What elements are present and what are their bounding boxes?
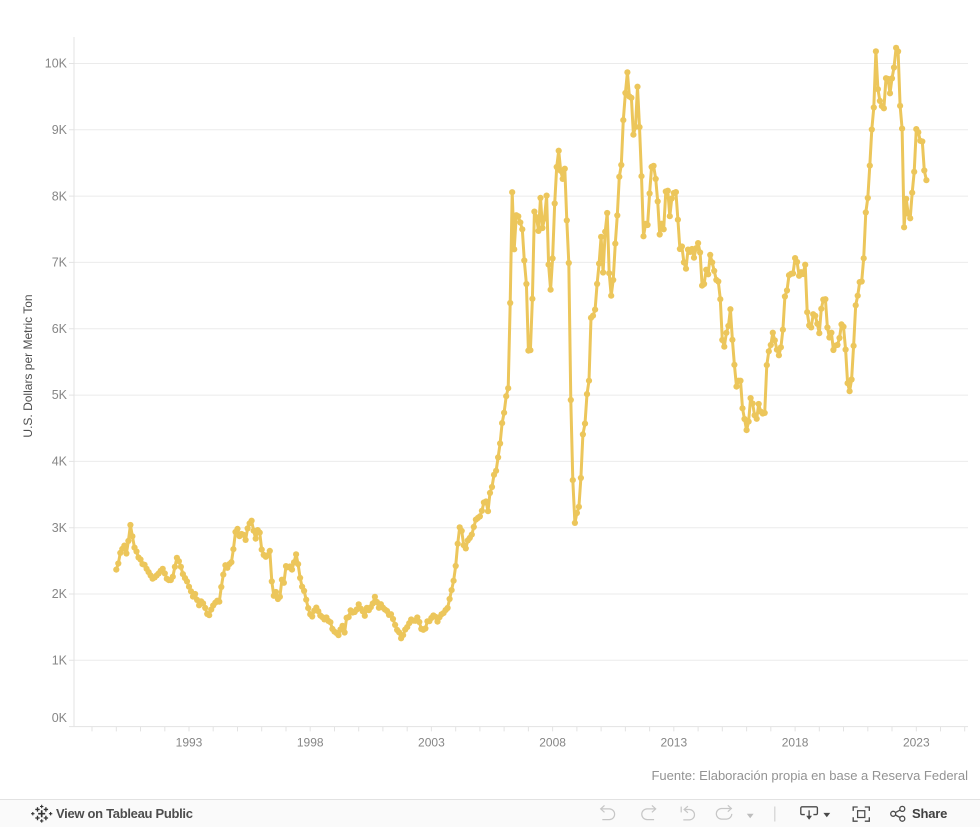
svg-text:1998: 1998	[297, 736, 324, 750]
svg-text:2003: 2003	[418, 736, 445, 750]
svg-text:U.S. Dollars per Metric Ton: U.S. Dollars per Metric Ton	[21, 294, 35, 437]
svg-text:8K: 8K	[52, 189, 68, 203]
svg-text:1K: 1K	[52, 654, 68, 668]
svg-text:0K: 0K	[52, 711, 68, 725]
svg-text:2K: 2K	[52, 587, 68, 601]
svg-text:10K: 10K	[45, 57, 68, 71]
svg-text:9K: 9K	[52, 123, 68, 137]
svg-text:3K: 3K	[52, 521, 68, 535]
svg-text:2018: 2018	[782, 736, 809, 750]
svg-text:2008: 2008	[539, 736, 566, 750]
svg-text:7K: 7K	[52, 256, 68, 270]
svg-text:Fuente: Elaboración propia en: Fuente: Elaboración propia en base a Res…	[651, 768, 968, 783]
svg-text:4K: 4K	[52, 455, 68, 469]
svg-text:1993: 1993	[176, 736, 203, 750]
svg-text:2023: 2023	[903, 736, 930, 750]
svg-text:5K: 5K	[52, 388, 68, 402]
svg-text:6K: 6K	[52, 322, 68, 336]
svg-text:2013: 2013	[660, 736, 687, 750]
